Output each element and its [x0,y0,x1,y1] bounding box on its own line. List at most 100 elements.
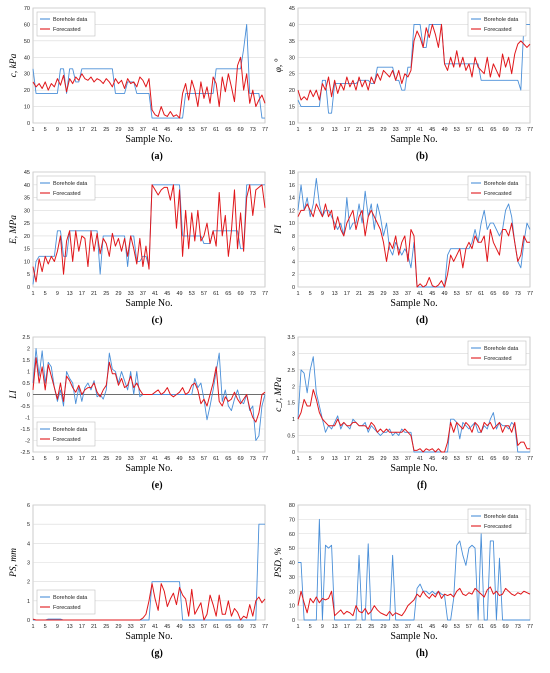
x-tick-label: 77 [527,127,533,133]
x-tick-label: 21 [356,127,362,133]
x-tick-label: 13 [67,291,73,297]
x-tick-label: 45 [429,624,435,630]
x-tick-label: 5 [44,291,47,297]
x-tick-label: 1 [31,291,34,297]
x-tick-label: 37 [405,624,411,630]
x-tick-label: 65 [490,624,496,630]
x-tick-label: 49 [441,291,447,297]
legend-label-borehole: Borehole data [484,17,519,23]
x-tick-label: 69 [238,624,244,630]
y-tick-label: 30 [24,208,30,214]
panel-caption: (g) [151,648,163,659]
y-tick-label: 5 [27,272,30,278]
x-tick-label: 33 [128,624,134,630]
y-axis-label: E, MPa [9,215,19,245]
x-tick-label: 41 [152,291,158,297]
x-tick-label: 73 [515,624,521,630]
x-tick-label: 17 [344,127,350,133]
y-tick-label: 60 [24,22,30,28]
x-tick-label: 1 [31,456,34,462]
x-tick-label: 41 [417,291,423,297]
y-tick-label: 80 [289,503,295,509]
y-tick-label: 10 [24,105,30,111]
y-tick-label: 6 [292,247,295,253]
y-tick-label: 60 [289,532,295,538]
x-tick-label: 69 [503,624,509,630]
x-tick-label: 73 [250,127,256,133]
y-tick-label: 70 [289,517,295,523]
x-tick-label: 41 [417,624,423,630]
x-tick-label: 41 [417,127,423,133]
x-tick-label: 61 [213,291,219,297]
x-tick-label: 57 [201,456,207,462]
x-axis-label: Sample No. [390,631,437,642]
y-tick-label: 45 [289,6,295,12]
legend: Borehole data Forecasted [467,11,527,37]
x-tick-label: 9 [321,127,324,133]
x-tick-label: 73 [250,291,256,297]
x-tick-label: 13 [332,624,338,630]
y-tick-label: 0 [27,618,30,624]
x-axis-label: Sample No. [125,134,172,145]
x-tick-label: 13 [67,127,73,133]
x-tick-label: 61 [213,127,219,133]
x-tick-label: 45 [164,127,170,133]
y-tick-label: 10 [289,604,295,610]
x-tick-label: 5 [309,624,312,630]
y-tick-label: 3.5 [287,335,295,341]
x-tick-label: 77 [262,624,268,630]
series-forecasted-line [32,583,266,621]
y-tick-label: 1 [27,599,30,605]
y-tick-label: 50 [24,39,30,45]
x-axis-label: Sample No. [390,134,437,145]
x-tick-label: 53 [454,291,460,297]
x-tick-label: 21 [91,624,97,630]
x-tick-label: 49 [176,456,182,462]
series-borehole-line [32,23,265,119]
x-tick-label: 25 [368,291,374,297]
x-tick-label: 65 [225,291,231,297]
y-tick-label: 20 [24,234,30,240]
y-tick-label: 10 [289,121,295,127]
y-tick-label: -2.5 [21,450,30,456]
legend-box [36,589,96,615]
x-tick-label: 29 [115,291,121,297]
y-tick-label: 1 [27,370,30,376]
x-tick-label: 17 [79,127,85,133]
y-tick-label: 3 [27,561,30,567]
x-tick-label: 33 [393,456,399,462]
y-tick-label: 30 [289,55,295,61]
x-tick-label: 73 [515,127,521,133]
y-tick-label: 0 [292,618,295,624]
panel-caption: (b) [416,151,428,162]
legend: Borehole data Forecasted [36,589,96,615]
x-tick-label: 29 [115,624,121,630]
legend-label-borehole: Borehole data [53,17,88,23]
x-tick-label: 77 [262,291,268,297]
series-borehole-line [297,356,530,453]
chart-e: -2.5 -2 -1.5 -1 -0.5 0 0.5 1 1.5 2 2.5 1 5 9 13 17 21 25 2… [9,335,268,491]
y-tick-label: 40 [24,183,30,189]
x-tick-label: 25 [103,127,109,133]
y-tick-label: 0 [292,285,295,291]
x-tick-label: 1 [296,624,299,630]
x-tick-label: 45 [164,456,170,462]
x-tick-label: 57 [466,456,472,462]
y-tick-label: 40 [24,55,30,61]
x-tick-label: 73 [250,456,256,462]
x-tick-label: 17 [79,456,85,462]
y-tick-label: 2 [292,272,295,278]
x-tick-label: 65 [225,624,231,630]
x-tick-label: 45 [429,456,435,462]
x-tick-label: 65 [490,456,496,462]
legend-box [36,421,96,447]
x-tick-label: 29 [380,456,386,462]
y-tick-label: 1.5 [287,401,295,407]
y-tick-label: 14 [289,196,295,202]
x-tick-label: 13 [67,624,73,630]
y-axis-label: PSD, % [274,547,284,578]
x-tick-label: 45 [164,624,170,630]
x-tick-label: 13 [332,456,338,462]
x-tick-label: 77 [527,624,533,630]
